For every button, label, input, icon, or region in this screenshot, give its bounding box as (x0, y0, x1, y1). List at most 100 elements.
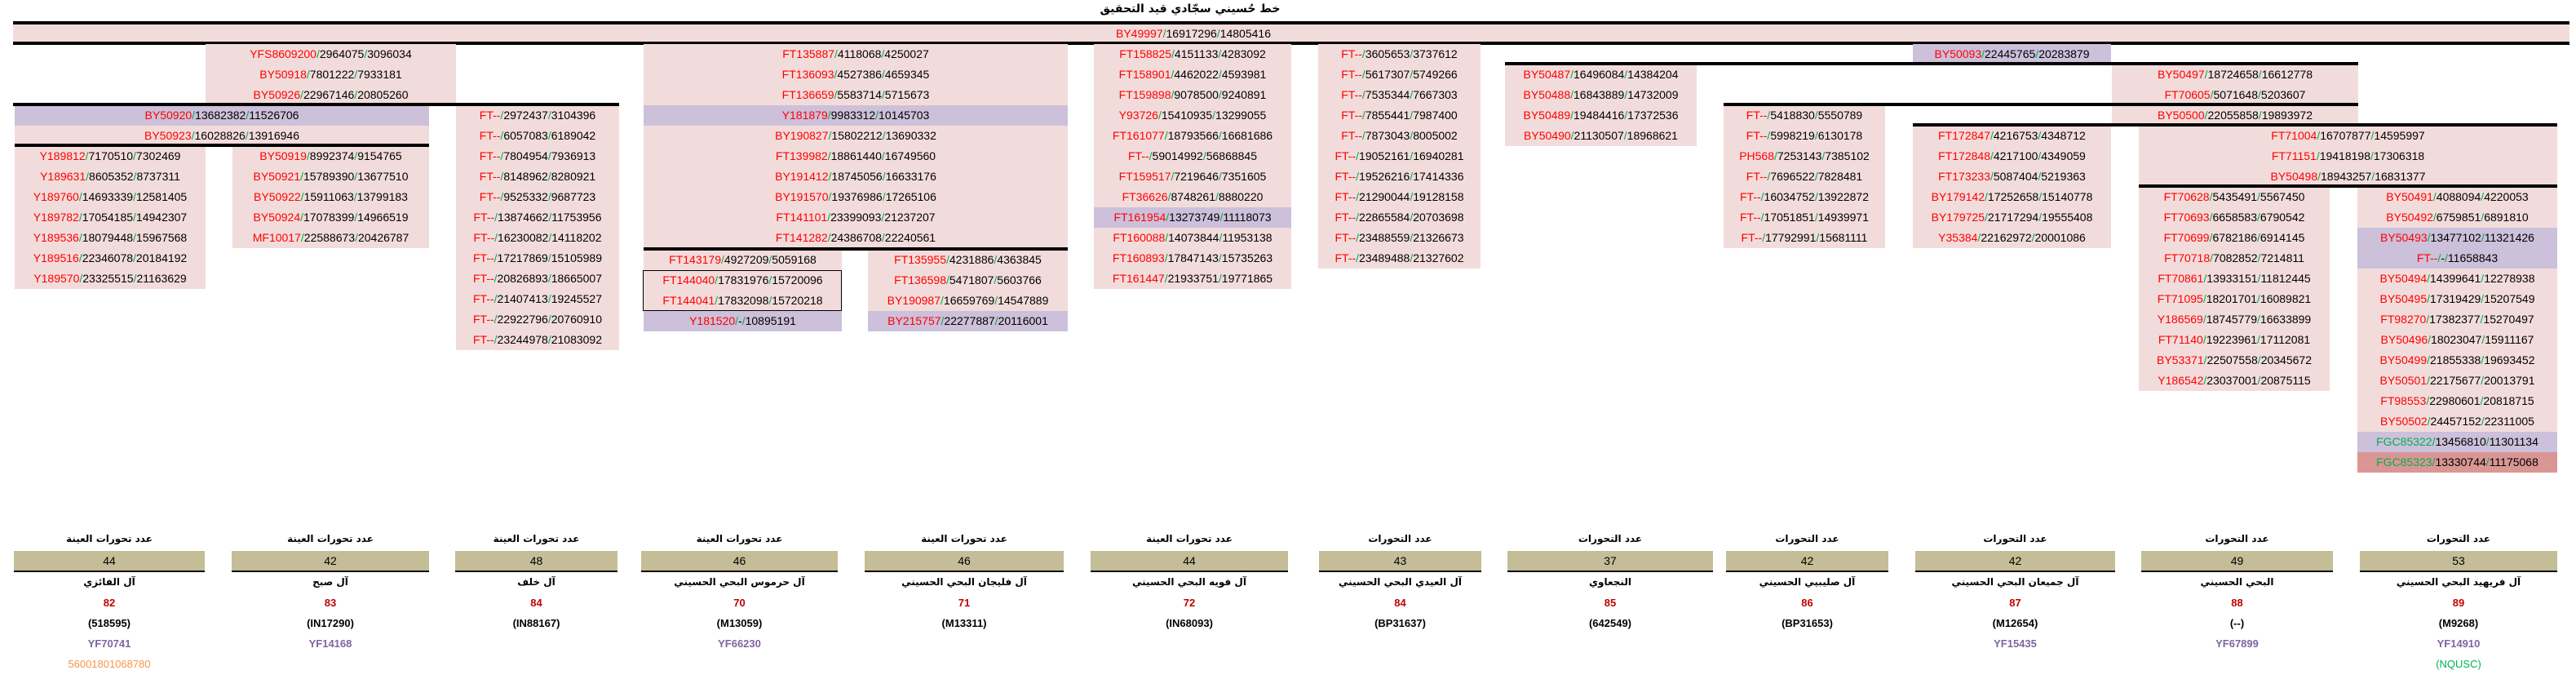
separator: / (306, 68, 310, 81)
separator: / (547, 170, 551, 183)
snp-name: BY50922 (254, 190, 301, 203)
separator: / (133, 211, 136, 224)
position-value: 3737612 (1413, 47, 1458, 60)
divider (13, 42, 2569, 45)
snp-row: Y189536/18079448/15967568 (15, 228, 206, 248)
position-value: 14595997 (2374, 129, 2425, 142)
snp-row: BY191412/18745056/16633176 (644, 167, 1068, 187)
position-value: 6891810 (2484, 211, 2529, 224)
separator: / (78, 251, 82, 264)
separator: / (1990, 129, 1994, 142)
snp-name: BY50923 (144, 129, 192, 142)
summary-group: عدد التحورات 53 آل فريهيد البحي الحسيني 89 (… (2360, 531, 2557, 674)
separator: / (1212, 109, 1216, 122)
separator: / (2202, 313, 2206, 326)
position-value: 7253143 (1777, 149, 1822, 162)
separator: / (1361, 109, 1365, 122)
position-value: 17847143 (1167, 251, 1219, 264)
separator: / (1774, 149, 1777, 162)
snp-name: FT136598 (894, 273, 946, 286)
snp-name: FT71095 (2157, 292, 2203, 305)
position-value: 20184192 (135, 251, 188, 264)
separator: / (1624, 68, 1628, 81)
separator: / (2257, 272, 2261, 285)
snp-name: BY50499 (2379, 353, 2428, 366)
position-value: 21327602 (1413, 251, 1464, 264)
snp-name: Y189782 (33, 211, 79, 224)
position-value: 22055858 (2207, 109, 2259, 122)
sample-number: 70 (733, 597, 746, 609)
snp-row: BY190827/15802212/13690332 (644, 126, 1068, 146)
position-value: 16707877 (2320, 129, 2371, 142)
position-value: 15720218 (772, 294, 823, 307)
snp-row: Y189570/23325515/21163629 (15, 269, 206, 289)
position-value: - (2441, 251, 2445, 264)
highlight-box (643, 270, 842, 311)
position-value: 22311005 (2484, 415, 2534, 428)
separator: / (827, 149, 831, 162)
position-value: 15105989 (551, 251, 603, 264)
separator: / (354, 211, 358, 224)
snp-name: Y189516 (33, 251, 79, 264)
separator: / (834, 68, 838, 81)
position-value: 22277887 (944, 314, 995, 327)
position-value: 16659769 (943, 294, 995, 307)
position-value: 20826893 (497, 272, 548, 285)
position-value: 19893972 (2261, 109, 2313, 122)
position-value: 2972437 (503, 109, 548, 122)
snp-row: FT--/7873043/8005002 (1318, 126, 1481, 146)
snp-row: Y93726/15410935/13299055 (1094, 105, 1291, 126)
page-title: خط حُسيني سجّادي قيد التحقيق (1100, 2, 1281, 16)
separator: / (500, 190, 504, 203)
separator: / (1171, 68, 1175, 81)
position-value: 6658583 (2212, 211, 2258, 224)
separator: / (2480, 313, 2484, 326)
position-value: 21407413 (497, 292, 548, 305)
separator: / (2427, 353, 2430, 366)
separator: / (2480, 394, 2484, 407)
separator: / (1985, 190, 1988, 203)
position-value: 4283092 (1221, 47, 1266, 60)
snp-row: FT--/5418830/5550789 (1724, 105, 1885, 126)
summary-group: عدد تحورات العينة 46 آل فليجان البحي الحسي… (865, 531, 1064, 654)
separator: / (300, 231, 304, 244)
separator: / (494, 251, 498, 264)
haplogroup-block: Y189812/7170510/7302469 Y189631/8605352/8… (15, 146, 206, 289)
snp-name: BY50494 (2379, 272, 2428, 285)
snp-name: Y189631 (40, 170, 86, 183)
separator: / (192, 109, 196, 122)
separator: / (1218, 272, 1222, 285)
snp-name: FT-- (1341, 88, 1362, 101)
snp-row: FT159517/7219646/7351605 (1094, 167, 1291, 187)
separator: / (2257, 333, 2260, 346)
yf-snp-empty (1319, 633, 1481, 654)
position-value: 7873043 (1365, 129, 1410, 142)
snp-name: Y189760 (33, 190, 79, 203)
snp-name: Y189812 (39, 149, 86, 162)
position-value: 23037001 (2206, 374, 2258, 387)
position-value: 21290044 (1359, 190, 1410, 203)
snp-row: BY50496/18023047/15911167 (2357, 330, 2557, 350)
separator: / (1760, 190, 1764, 203)
snp-row: FT160893/17847143/15735263 (1094, 248, 1291, 269)
snp-name: FGC85322 (2376, 435, 2432, 448)
snp-name: Y186569 (2157, 313, 2203, 326)
separator: / (2432, 435, 2436, 448)
snp-name: BY50497 (2158, 68, 2205, 81)
snp-name: FT70861 (2158, 272, 2204, 285)
separator: / (875, 109, 879, 122)
separator: / (2258, 109, 2262, 122)
separator: / (1164, 129, 1168, 142)
snp-row: FT--/9525332/9687723 (456, 187, 619, 207)
snp-row: BY50495/17319429/15207549 (2357, 289, 2557, 309)
mutation-count-label: عدد التحورات (1368, 533, 1432, 544)
separator: / (2427, 292, 2430, 305)
separator: / (494, 211, 498, 224)
position-value: 8737311 (136, 170, 180, 183)
snp-row: BY50490/21130507/18968621 (1505, 126, 1697, 146)
position-value: 19052161 (1359, 149, 1410, 162)
snp-row: BY50492/6759851/6891810 (2357, 207, 2557, 228)
separator: / (2038, 211, 2043, 224)
extra-id: (NQUSC) (2436, 658, 2481, 670)
position-value: 14942307 (135, 211, 188, 224)
